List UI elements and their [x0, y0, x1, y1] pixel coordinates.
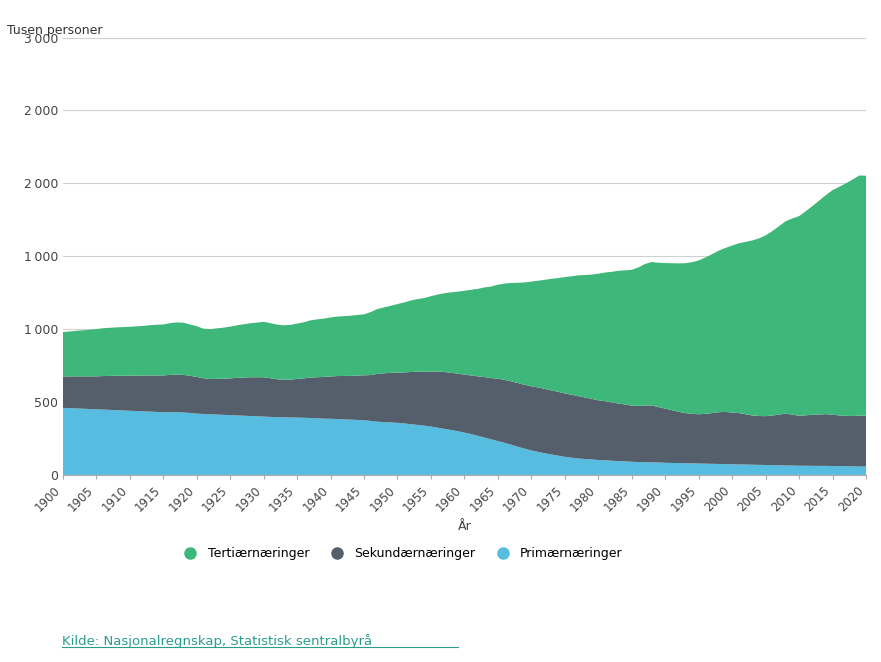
Y-axis label: Tusen personer: Tusen personer: [6, 24, 102, 38]
X-axis label: År: År: [457, 520, 471, 533]
Legend: Tertiærnæringer, Sekundærnæringer, Primærnæringer: Tertiærnæringer, Sekundærnæringer, Primæ…: [173, 542, 627, 565]
Text: Kilde: Nasjonalregnskap, Statistisk sentralbyrå: Kilde: Nasjonalregnskap, Statistisk sent…: [62, 634, 372, 649]
